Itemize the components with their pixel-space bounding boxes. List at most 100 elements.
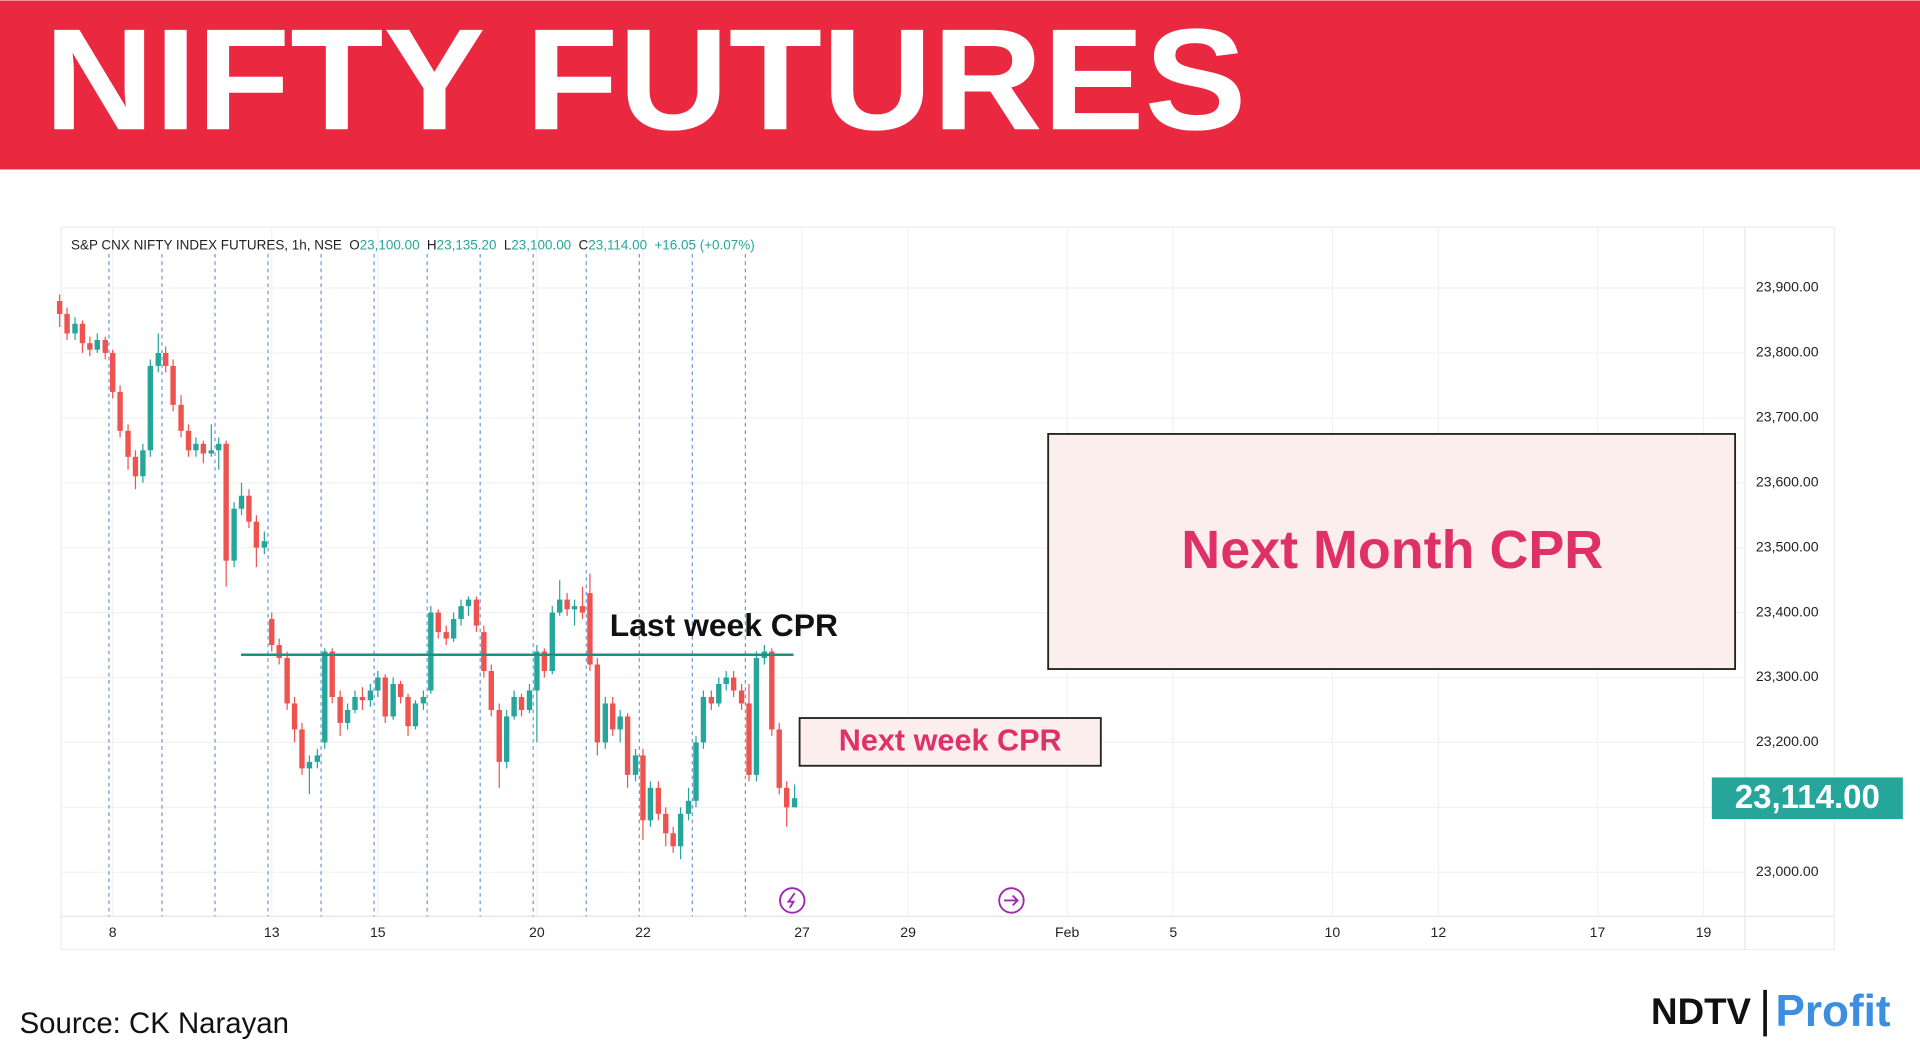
candle-body bbox=[344, 709, 351, 723]
candle-body bbox=[64, 313, 70, 334]
next-month-box bbox=[1047, 433, 1737, 670]
candle-body bbox=[216, 443, 222, 451]
candle-body bbox=[322, 651, 328, 743]
event-icon[interactable] bbox=[779, 887, 806, 914]
page-title: NIFTY FUTURES bbox=[44, 0, 1246, 160]
x-tick-label: 10 bbox=[1324, 924, 1340, 940]
y-tick-label: 23,700.00 bbox=[1756, 409, 1819, 425]
last-week-label: Last week CPR bbox=[610, 607, 838, 643]
candle-body bbox=[496, 709, 502, 762]
x-tick-label: Feb bbox=[1055, 924, 1079, 940]
candle-body bbox=[723, 677, 729, 684]
legend-part: S&P CNX NIFTY INDEX FUTURES, 1h, NSE bbox=[71, 237, 342, 252]
candle-body bbox=[405, 696, 411, 727]
candle-body bbox=[716, 683, 722, 704]
candle-body bbox=[677, 813, 684, 847]
x-tick-label: 17 bbox=[1590, 924, 1606, 940]
x-tick-label: 5 bbox=[1169, 924, 1177, 940]
candle-body bbox=[700, 696, 707, 743]
candle-body bbox=[557, 599, 563, 613]
candle-body bbox=[632, 755, 639, 775]
x-tick-label: 12 bbox=[1431, 924, 1447, 940]
source: Source: CK Narayan bbox=[20, 1007, 289, 1040]
candle-body bbox=[329, 651, 335, 697]
candle-body bbox=[587, 593, 593, 665]
last-price-label: 23,114.00 bbox=[1735, 779, 1880, 816]
candle-body bbox=[299, 729, 305, 769]
candle-body bbox=[610, 703, 616, 730]
candle-body bbox=[261, 541, 268, 548]
legend-part: O bbox=[349, 237, 359, 252]
candle-body bbox=[87, 343, 93, 350]
x-tick-label: 27 bbox=[794, 924, 810, 940]
y-tick-label: 23,300.00 bbox=[1756, 668, 1819, 684]
candle-body bbox=[140, 450, 146, 477]
x-tick-label: 29 bbox=[900, 924, 916, 940]
candle-body bbox=[132, 456, 139, 477]
candle-body bbox=[481, 632, 487, 672]
candle-body bbox=[594, 664, 601, 743]
candle-body bbox=[352, 696, 358, 710]
chart-legend: S&P CNX NIFTY INDEX FUTURES, 1h, NSE O 23,… bbox=[71, 237, 755, 252]
candle-body bbox=[397, 683, 404, 697]
x-tick-label: 8 bbox=[109, 924, 117, 940]
candle-body bbox=[359, 696, 366, 701]
candle-body bbox=[412, 703, 419, 727]
candle-body bbox=[94, 339, 100, 350]
candle-body bbox=[79, 323, 86, 344]
candle-body bbox=[276, 645, 282, 659]
candle-body bbox=[769, 651, 775, 730]
y-tick-label: 23,200.00 bbox=[1756, 733, 1819, 749]
candle-body bbox=[390, 683, 396, 717]
legend-part: C bbox=[579, 237, 589, 252]
last-price-badge bbox=[1711, 777, 1903, 820]
candle-body bbox=[655, 787, 662, 814]
candle-body bbox=[155, 352, 161, 366]
candle-body bbox=[564, 599, 570, 610]
candle-body bbox=[776, 729, 782, 788]
candle-body bbox=[185, 430, 192, 451]
candle-body bbox=[253, 521, 260, 548]
candle-body bbox=[693, 742, 699, 801]
x-tick-label: 19 bbox=[1696, 924, 1712, 940]
candle-body bbox=[458, 606, 464, 620]
candle-body bbox=[102, 339, 108, 353]
candle-body bbox=[314, 755, 321, 762]
y-tick-label: 23,800.00 bbox=[1756, 344, 1819, 360]
candle-body bbox=[375, 677, 381, 691]
candle-body bbox=[503, 716, 510, 762]
y-tick-label: 23,500.00 bbox=[1756, 538, 1819, 554]
candle-body bbox=[526, 690, 533, 710]
candle-body bbox=[450, 619, 457, 639]
candle-body bbox=[738, 690, 745, 704]
candle-body bbox=[72, 323, 78, 334]
y-tick-label: 23,900.00 bbox=[1756, 279, 1819, 295]
candle-body bbox=[117, 391, 123, 431]
candle-body bbox=[791, 798, 798, 808]
candle-body bbox=[746, 703, 752, 775]
candle-body bbox=[435, 612, 441, 633]
candle-body bbox=[541, 651, 548, 672]
candle-body bbox=[549, 612, 555, 672]
candle-body bbox=[428, 612, 434, 691]
y-tick-label: 23,000.00 bbox=[1756, 863, 1819, 879]
x-tick-label: 22 bbox=[635, 924, 651, 940]
candle-body bbox=[56, 301, 63, 314]
candle-body bbox=[465, 599, 472, 607]
legend-part: 23,114.00 bbox=[588, 237, 647, 252]
candle-body bbox=[200, 443, 207, 454]
logo-profit: Profit bbox=[1776, 987, 1891, 1036]
event-icon[interactable] bbox=[998, 887, 1025, 914]
candle-body bbox=[109, 352, 116, 392]
candle-body bbox=[306, 761, 313, 769]
candle-body bbox=[640, 755, 646, 821]
candle-body bbox=[685, 800, 692, 814]
candle-body bbox=[193, 443, 199, 451]
candle-body bbox=[162, 352, 169, 366]
candle-body bbox=[534, 651, 540, 691]
candle-body bbox=[488, 671, 494, 710]
next-week-box bbox=[798, 717, 1102, 767]
title-bar bbox=[0, 0, 1920, 170]
